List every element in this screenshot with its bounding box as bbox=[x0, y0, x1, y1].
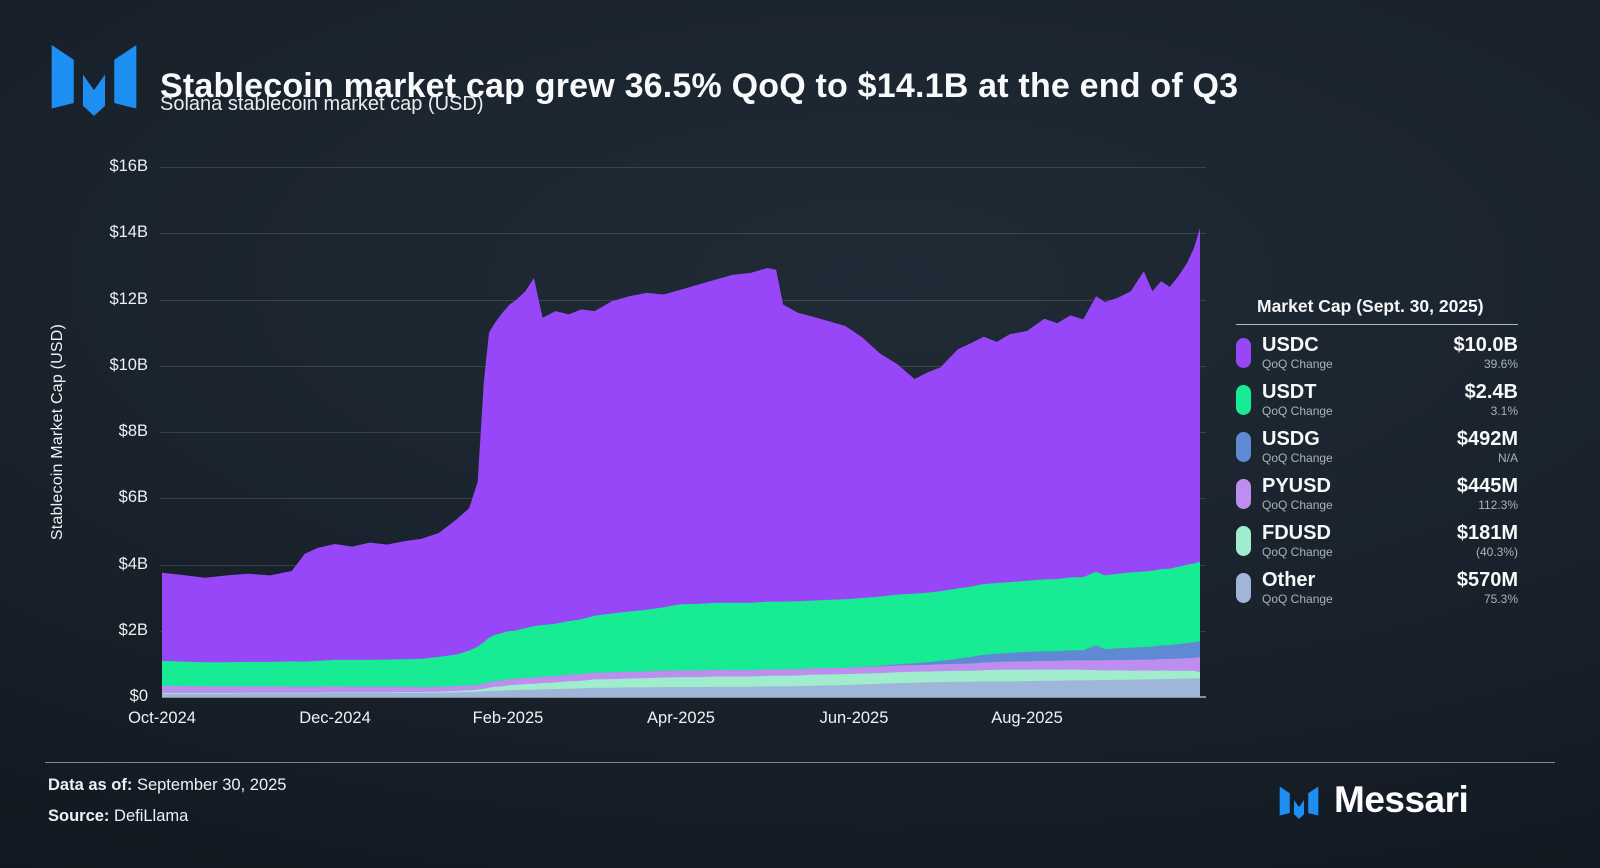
source-label: Source: bbox=[48, 807, 110, 825]
coin-name: USDT bbox=[1262, 380, 1317, 403]
legend-row-usdg: USDG QoQ Change $492M N/A bbox=[1236, 428, 1518, 466]
usdt-swatch-icon bbox=[1236, 385, 1251, 415]
messari-logo-icon bbox=[1279, 786, 1319, 819]
x-tick-label: Oct-2024 bbox=[128, 709, 196, 727]
coin-qoq-value: N/A bbox=[1497, 451, 1518, 466]
page-subtitle: Solana stablecoin market cap (USD) bbox=[160, 93, 484, 115]
legend-panel: Market Cap (Sept. 30, 2025) USDC QoQ Chan… bbox=[1236, 296, 1518, 607]
messari-wordmark: Messari bbox=[1334, 779, 1469, 820]
x-axis-line bbox=[162, 696, 1206, 698]
usdc-swatch-icon bbox=[1236, 338, 1251, 368]
legend-row-usdt: USDT QoQ Change $2.4B 3.1% bbox=[1236, 381, 1518, 419]
y-axis-title: Stablecoin Market Cap (USD) bbox=[49, 323, 66, 541]
coin-market-cap-value: $2.4B bbox=[1464, 380, 1518, 403]
coin-market-cap-value: $10.0B bbox=[1453, 333, 1519, 356]
stacked-area-plot bbox=[162, 228, 1200, 697]
y-tick-label: $10B bbox=[109, 355, 148, 374]
x-tick-label: Aug-2025 bbox=[991, 709, 1063, 727]
footer-divider bbox=[45, 762, 1555, 763]
legend-row-other: Other QoQ Change $570M 75.3% bbox=[1236, 569, 1518, 607]
gridline bbox=[160, 167, 1206, 168]
data-as-of-label: Data as of: bbox=[48, 776, 133, 794]
usdg-swatch-icon bbox=[1236, 432, 1251, 462]
legend-rows: USDC QoQ Change $10.0B 39.6% USDT QoQ Change $… bbox=[1236, 334, 1518, 607]
data-as-of-line: Data as of: September 30, 2025 bbox=[48, 776, 286, 795]
qoq-change-label: QoQ Change bbox=[1262, 357, 1333, 372]
area-usdc bbox=[162, 228, 1200, 697]
pyusd-swatch-icon bbox=[1236, 479, 1251, 509]
legend-row-pyusd: PYUSD QoQ Change $445M 112.3% bbox=[1236, 475, 1518, 513]
qoq-change-label: QoQ Change bbox=[1262, 498, 1333, 513]
legend-row-usdc: USDC QoQ Change $10.0B 39.6% bbox=[1236, 334, 1518, 372]
coin-market-cap-value: $570M bbox=[1456, 568, 1518, 591]
source-value: DefiLlama bbox=[114, 807, 189, 825]
coin-name: USDG bbox=[1262, 427, 1320, 450]
area-other bbox=[162, 678, 1200, 697]
qoq-change-label: QoQ Change bbox=[1262, 545, 1333, 560]
y-tick-label: $0 bbox=[129, 687, 148, 705]
qoq-change-label: QoQ Change bbox=[1262, 451, 1333, 466]
y-tick-label: $14B bbox=[109, 223, 148, 242]
coin-market-cap-value: $492M bbox=[1456, 427, 1518, 450]
x-tick-label: Feb-2025 bbox=[472, 709, 544, 727]
gridline bbox=[160, 233, 1206, 235]
y-tick-label: $12B bbox=[109, 289, 148, 308]
y-tick-label: $4B bbox=[118, 554, 148, 573]
y-tick-label: $6B bbox=[118, 488, 148, 507]
coin-qoq-value: 3.1% bbox=[1490, 404, 1518, 419]
coin-name: USDC bbox=[1262, 333, 1319, 356]
coin-market-cap-value: $445M bbox=[1456, 474, 1518, 497]
coin-name: Other bbox=[1262, 568, 1316, 591]
y-tick-label: $16B bbox=[109, 157, 148, 175]
coin-qoq-value: 75.3% bbox=[1483, 592, 1518, 607]
y-tick-label: $2B bbox=[118, 620, 148, 639]
source-line: Source: DefiLlama bbox=[48, 807, 188, 826]
legend-row-fdusd: FDUSD QoQ Change $181M (40.3%) bbox=[1236, 522, 1518, 560]
legend-title: Market Cap (Sept. 30, 2025) bbox=[1236, 296, 1518, 325]
x-tick-label: Apr-2025 bbox=[647, 709, 715, 727]
coin-name: PYUSD bbox=[1262, 474, 1331, 497]
coin-qoq-value: 39.6% bbox=[1483, 357, 1518, 372]
data-as-of-value: September 30, 2025 bbox=[136, 776, 287, 794]
qoq-change-label: QoQ Change bbox=[1262, 592, 1333, 607]
footer-messari-logo: Messari bbox=[1278, 779, 1469, 821]
messari-logo-icon bbox=[51, 45, 137, 116]
coin-qoq-value: (40.3%) bbox=[1475, 545, 1518, 560]
x-tick-label: Jun-2025 bbox=[819, 709, 889, 727]
other-swatch-icon bbox=[1236, 573, 1251, 603]
coin-name: FDUSD bbox=[1262, 521, 1331, 544]
coin-market-cap-value: $181M bbox=[1456, 521, 1518, 544]
qoq-change-label: QoQ Change bbox=[1262, 404, 1333, 419]
x-tick-label: Dec-2024 bbox=[299, 709, 371, 727]
coin-qoq-value: 112.3% bbox=[1478, 498, 1518, 513]
y-tick-label: $8B bbox=[118, 422, 148, 440]
page-title: Stablecoin market cap grew 36.5% QoQ to … bbox=[160, 66, 1239, 105]
fdusd-swatch-icon bbox=[1236, 526, 1251, 556]
